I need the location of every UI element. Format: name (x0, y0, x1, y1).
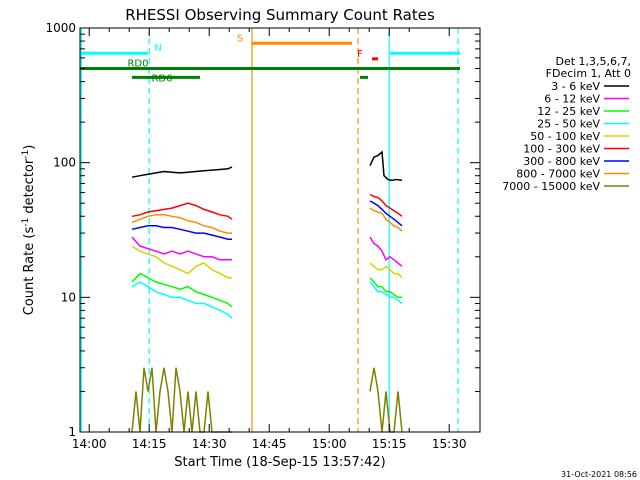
series-25-50-kev-segment-1 (131, 281, 233, 319)
y-axis-label-sup1: -1 (21, 218, 31, 227)
y-axis-label-sup2: -1 (21, 150, 31, 159)
series-6-12-kev-segment-1 (131, 236, 232, 261)
x-tick-label-2: 14:15 (132, 437, 167, 451)
legend-header-line-2: FDecim 1, Att 0 (546, 67, 631, 80)
legend-label-6-12-kev: 6 - 12 keV (544, 93, 600, 106)
flag-label-rd0: RD0 (127, 59, 148, 70)
flag-label-n: N (154, 43, 161, 54)
series-50-100-kev-segment-2 (369, 262, 403, 279)
x-tick-label-5: 15:00 (312, 437, 347, 451)
series-12-25-kev-segment-2 (369, 277, 402, 299)
x-tick-label-1: 14:00 (72, 437, 107, 451)
y-tick-label-2: 10 (61, 290, 76, 304)
legend-label-12-25-kev: 12 - 25 keV (537, 105, 600, 118)
flag-label-f: F (357, 49, 363, 60)
flag-label-s: S (237, 33, 243, 44)
series-6-12-kev-segment-2 (369, 236, 403, 267)
series-7000-15000-kev-segment-2 (369, 367, 403, 433)
series-lines (131, 150, 403, 433)
series-800-7000-kev-segment-1 (131, 214, 232, 234)
legend-label-300-800-kev: 300 - 800 keV (523, 155, 600, 168)
series-25-50-kev-segment-2 (369, 281, 403, 305)
plot-frame (79, 27, 481, 433)
series-300-800-kev-segment-2 (369, 200, 403, 227)
y-tick-label-1: 1 (68, 425, 76, 439)
legend-label-800-7000-kev: 800 - 7000 keV (516, 168, 600, 181)
x-tick-label-4: 14:45 (252, 437, 287, 451)
flag-label-rd6: RD6 (151, 73, 172, 84)
legend-label-3-6-kev: 3 - 6 keV (551, 80, 600, 93)
y-axis-label-mid: detector (22, 158, 37, 218)
x-axis: 14:00 14:15 14:30 14:45 15:00 15:15 15:30 (72, 28, 467, 451)
chart-title: RHESSI Observing Summary Count Rates (125, 6, 435, 24)
y-tick-label-3: 100 (53, 156, 76, 170)
series-300-800-kev-segment-1 (131, 225, 232, 240)
series-800-7000-kev-segment-2 (369, 207, 403, 232)
x-tick-label-3: 14:30 (192, 437, 227, 451)
x-tick-label-6: 15:15 (372, 437, 407, 451)
series-3-6-kev-segment-1 (131, 166, 233, 178)
series-3-6-kev-segment-2 (369, 150, 403, 182)
legend-label-7000-15000-kev: 7000 - 15000 keV (502, 180, 600, 193)
y-axis-label-end: ) (22, 145, 37, 150)
timestamp: 31-Oct-2021 08:56 (561, 470, 637, 479)
y-axis-label-main: Count Rate (s (22, 227, 37, 316)
x-tick-label-7: 15:30 (432, 437, 467, 451)
legend-header-line-1: Det 1,3,5,6,7, (555, 55, 631, 68)
series-12-25-kev-segment-1 (131, 272, 233, 308)
series-50-100-kev-segment-1 (131, 245, 232, 279)
legend-label-100-300-kev: 100 - 300 keV (523, 143, 600, 156)
legend-label-50-100-kev: 50 - 100 keV (530, 130, 600, 143)
y-axis: 1 10 100 1000 (45, 21, 480, 439)
series-100-300-kev-segment-1 (131, 202, 233, 220)
marker-lines (80, 28, 459, 432)
y-tick-label-4: 1000 (45, 21, 76, 35)
y-axis-label: Count Rate (s-1 detector-1) (21, 145, 37, 316)
series-100-300-kev-segment-2 (369, 193, 403, 217)
legend-label-25-50-kev: 25 - 50 keV (537, 118, 600, 131)
legend: Det 1,3,5,6,7, FDecim 1, Att 0 3 - 6 keV… (502, 55, 631, 193)
x-axis-label: Start Time (18-Sep-15 13:57:42) (174, 455, 385, 470)
